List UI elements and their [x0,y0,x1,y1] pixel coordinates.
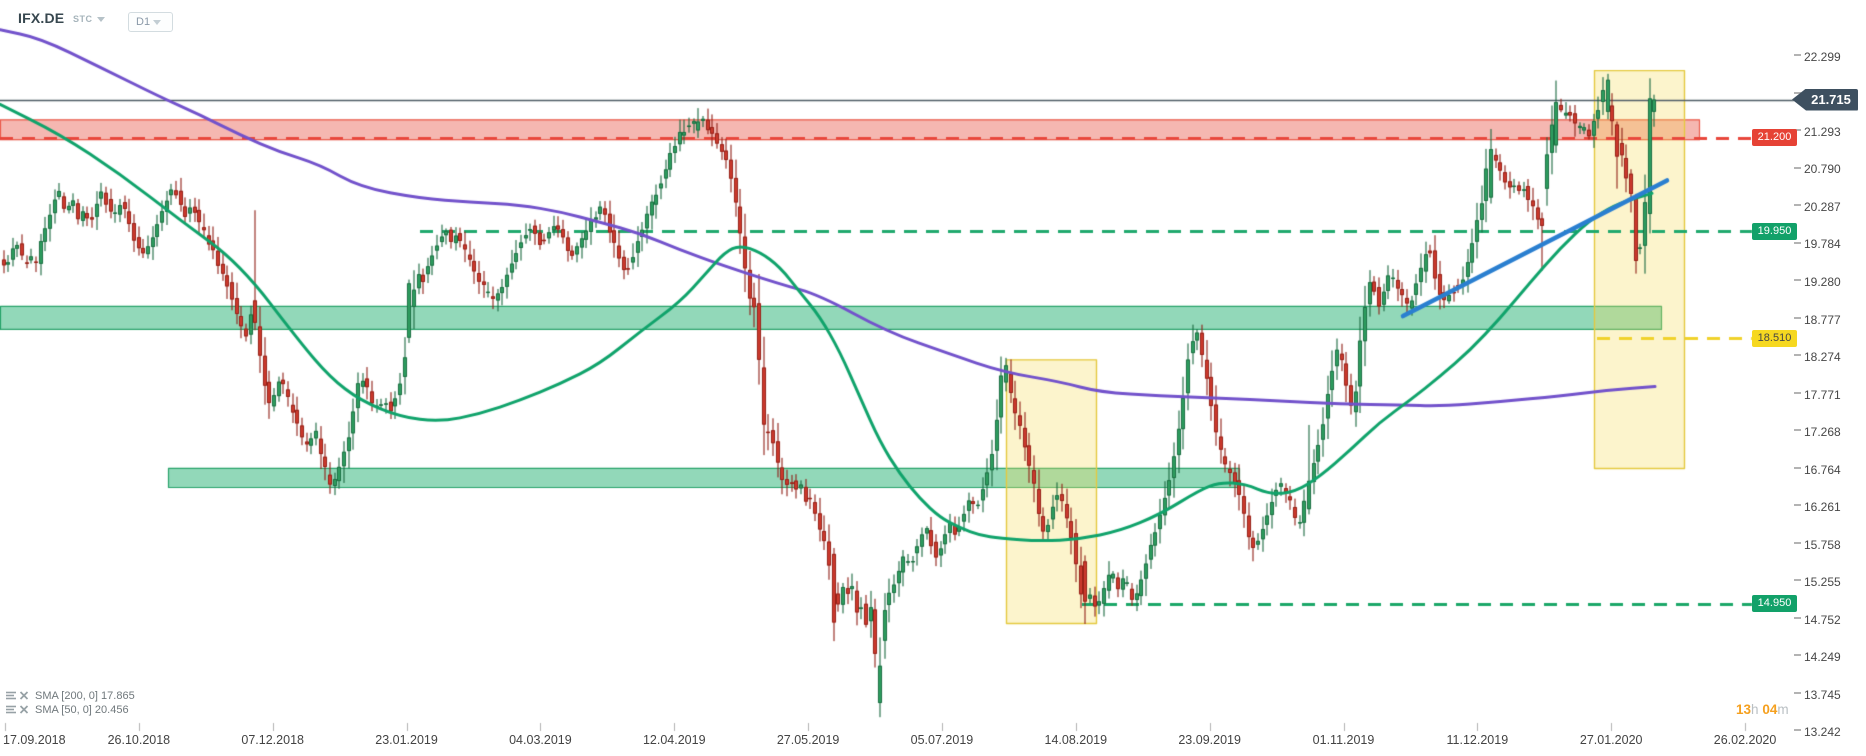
axis-tick-mark [1794,166,1801,169]
price-axis-label: 13.242 [1794,723,1841,739]
price-axis-label: 17.268 [1794,423,1841,439]
price-axis-label: 16.261 [1794,498,1841,514]
indicator-settings-icon[interactable] [6,705,16,714]
price-axis-label: 21.293 [1794,123,1841,139]
date-axis-label: 27.01.2020 [1579,733,1643,747]
price-axis-label: 22.299 [1794,48,1841,64]
date-axis-label: 04.03.2019 [509,733,572,747]
date-axis-label: 01.11.2019 [1312,733,1375,747]
chevron-down-icon [96,17,105,23]
close-icon[interactable] [19,705,29,714]
countdown-minutes: 04 [1762,702,1778,717]
countdown-hours-unit: h [1751,702,1759,717]
axis-tick-mark [1794,429,1801,432]
price-axis-label: 18.274 [1794,348,1841,364]
axis-tick-mark [1794,54,1801,57]
axis-tick-mark [1794,654,1801,657]
watchlist-dropdown[interactable]: STC [73,14,105,24]
date-axis-label: 17.09.2018 [3,733,66,747]
current-price-badge: 21.715 [1792,88,1858,111]
date-axis-label: 14.08.2019 [1044,733,1108,747]
indicator-legend-sma50: SMA [50, 0] 20.456 [6,703,129,716]
symbol-title: IFX.DE [18,10,65,26]
close-icon[interactable] [19,691,29,700]
date-axis-label: 12.04.2019 [642,733,706,747]
axis-tick-mark [1794,316,1801,319]
axis-tick-mark [1794,729,1801,732]
date-axis-label: 23.09.2019 [1178,733,1241,747]
price-axis-label: 16.764 [1794,461,1841,476]
axis-tick-mark [1794,279,1801,282]
indicator-settings-icon[interactable] [6,691,16,700]
price-axis-label: 19.280 [1794,273,1841,289]
price-axis-label: 13.745 [1794,686,1841,701]
axis-tick-mark [1794,241,1801,244]
axis-tick-mark [1794,391,1801,394]
resistance-price-badge: 21.200 [1752,129,1797,147]
price-axis-label: 20.287 [1794,198,1841,214]
timeframe-label: D1 [136,16,151,28]
axis-tick-mark [1794,354,1801,357]
price-axis-label: 14.249 [1794,648,1841,664]
axis-tick-mark [1794,204,1801,207]
watchlist-label: STC [73,14,93,24]
axis-tick-mark [1794,504,1801,507]
axis-tick-mark [1794,579,1801,582]
date-axis-label: 26.02.2020 [1713,733,1777,747]
timeframe-select[interactable]: D1 [128,12,173,32]
support-minor-price-badge: 18.510 [1752,329,1797,347]
chart-header: IFX.DE STC D1 [0,0,400,34]
countdown-minutes-unit: m [1777,702,1789,717]
axis-tick-mark [1794,691,1801,694]
price-axis-label: 15.758 [1794,536,1841,551]
date-axis-label: 07.12.2018 [241,733,304,747]
axis-tick-mark [1794,466,1801,469]
session-countdown: 13h 04m [1736,702,1789,717]
price-axis-label: 19.784 [1794,235,1841,251]
date-axis-label: 11.12.2019 [1446,733,1509,747]
price-axis-label: 15.255 [1794,573,1841,589]
support-low-price-badge: 14.950 [1752,595,1797,613]
date-axis-label: 05.07.2019 [910,733,974,747]
axis-tick-mark [1794,541,1801,544]
price-axis-label: 20.790 [1794,160,1841,176]
countdown-hours: 13 [1736,702,1752,717]
indicator-label: SMA [200, 0] 17.865 [35,689,135,702]
chevron-down-icon [153,19,162,25]
indicator-legend-sma200: SMA [200, 0] 17.865 [6,689,135,702]
price-axis-label: 14.752 [1794,611,1841,626]
axis-tick-mark [1794,91,1801,94]
indicator-label: SMA [50, 0] 20.456 [35,703,129,716]
date-axis-label: 27.05.2019 [776,733,840,747]
axis-tick-mark [1794,129,1801,132]
axis-tick-mark [1794,616,1801,619]
price-axis-label: 17.771 [1794,386,1841,401]
date-axis-label: 26.10.2018 [107,733,171,747]
price-axis-label: 18.777 [1794,311,1841,326]
support-price-badge: 19.950 [1752,222,1797,240]
date-axis-label: 23.01.2019 [375,733,438,747]
